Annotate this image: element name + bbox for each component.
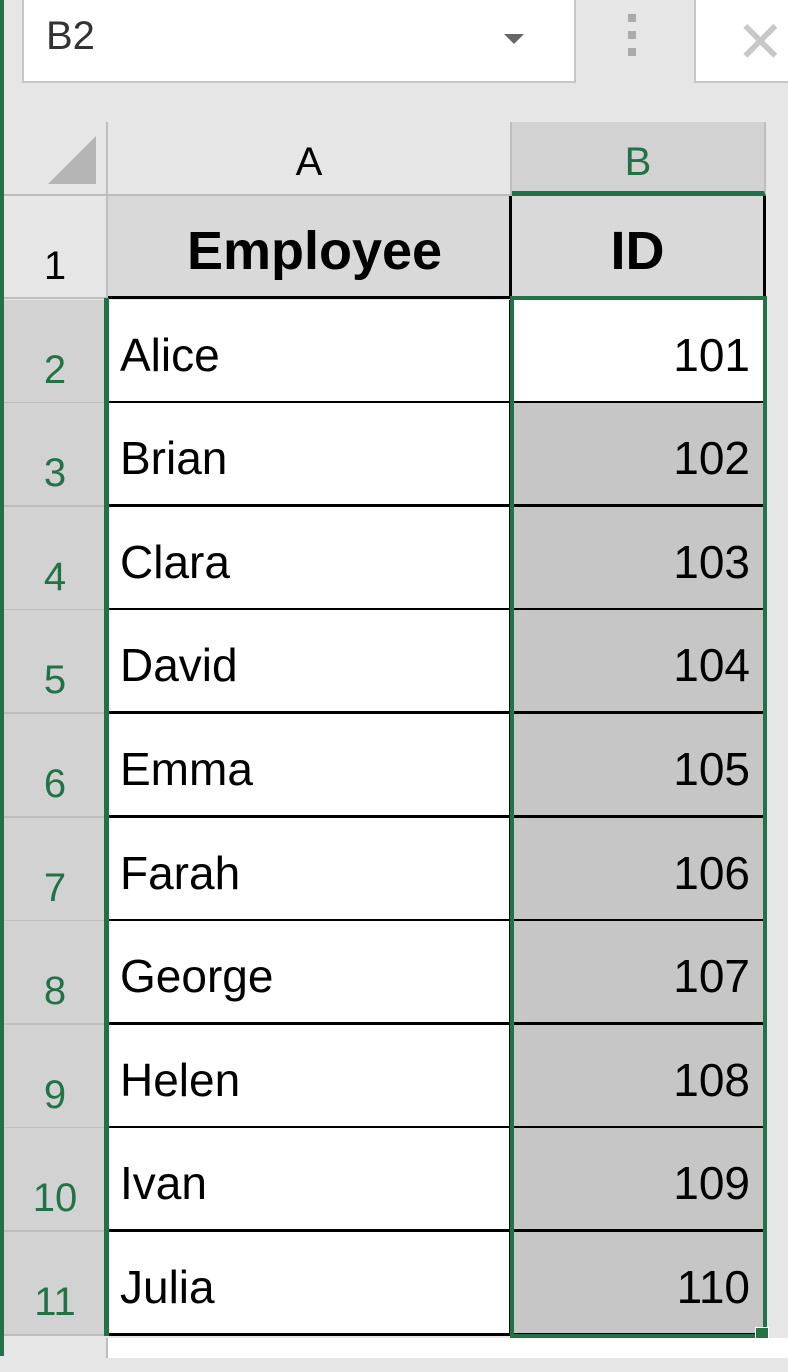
row-header[interactable]: 10 bbox=[4, 1128, 108, 1233]
column-header-a[interactable]: A bbox=[108, 122, 512, 196]
id-cell[interactable]: 106 bbox=[512, 817, 764, 922]
row-header[interactable]: 4 bbox=[4, 506, 108, 611]
id-cell[interactable]: 108 bbox=[512, 1024, 764, 1129]
employee-cell[interactable]: Alice bbox=[108, 299, 512, 404]
employee-cell[interactable]: Clara bbox=[108, 506, 512, 611]
select-all-triangle-icon bbox=[48, 136, 96, 184]
employee-cell[interactable]: George bbox=[108, 921, 512, 1026]
employee-cell[interactable]: Julia bbox=[108, 1232, 512, 1336]
chevron-down-icon[interactable] bbox=[504, 34, 524, 44]
id-cell[interactable]: 105 bbox=[512, 714, 764, 818]
window-edge bbox=[0, 0, 4, 1356]
row-header-next bbox=[4, 1338, 108, 1358]
employee-cell[interactable]: Emma bbox=[108, 714, 512, 818]
row-header[interactable]: 7 bbox=[4, 817, 108, 922]
formula-bar-buttons bbox=[694, 0, 788, 83]
id-cell[interactable]: 109 bbox=[512, 1128, 764, 1233]
employee-cell[interactable]: David bbox=[108, 610, 512, 715]
id-cell[interactable]: 102 bbox=[512, 403, 764, 508]
row-header[interactable]: 8 bbox=[4, 921, 108, 1026]
active-cell[interactable]: 101 bbox=[512, 299, 764, 404]
row-header[interactable]: 9 bbox=[4, 1024, 108, 1129]
row-header[interactable]: 2 bbox=[4, 299, 108, 404]
employee-cell[interactable]: Ivan bbox=[108, 1128, 512, 1233]
header-cell-id[interactable]: ID bbox=[512, 196, 766, 299]
empty-cells bbox=[108, 1338, 788, 1358]
formula-bar-splitter-icon[interactable] bbox=[628, 14, 636, 58]
row-header[interactable]: 3 bbox=[4, 403, 108, 508]
id-cell[interactable]: 104 bbox=[512, 610, 764, 715]
id-cell[interactable]: 103 bbox=[512, 506, 764, 611]
row-header[interactable]: 6 bbox=[4, 714, 108, 818]
row-selection-indicator bbox=[104, 298, 109, 1336]
employee-cell[interactable]: Helen bbox=[108, 1024, 512, 1129]
name-box-value: B2 bbox=[46, 14, 95, 58]
id-cell[interactable]: 107 bbox=[512, 921, 764, 1026]
select-all-button[interactable] bbox=[4, 122, 108, 196]
header-cell-employee[interactable]: Employee bbox=[108, 196, 512, 299]
name-box[interactable] bbox=[22, 0, 576, 83]
employee-cell[interactable]: Brian bbox=[108, 403, 512, 508]
employee-cell[interactable]: Farah bbox=[108, 817, 512, 922]
row-header[interactable]: 11 bbox=[4, 1232, 108, 1336]
column-header-b[interactable]: B bbox=[512, 122, 766, 196]
selection-border bbox=[510, 296, 767, 1338]
close-icon[interactable]: ✕ bbox=[736, 10, 785, 75]
row-header[interactable]: 1 bbox=[4, 196, 108, 299]
row-header[interactable]: 5 bbox=[4, 610, 108, 715]
